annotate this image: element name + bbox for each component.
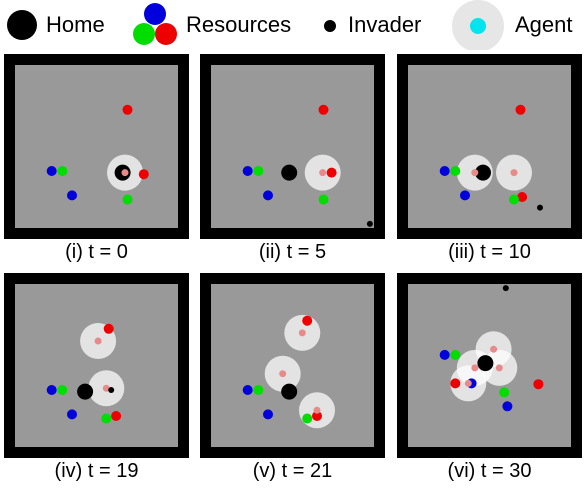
resource-red <box>103 323 114 334</box>
resource-red <box>302 315 313 326</box>
arena-field <box>15 284 178 447</box>
arena-panel <box>200 273 385 458</box>
home-marker <box>477 355 494 372</box>
resource-blue <box>263 190 273 201</box>
resource-blue <box>46 385 57 395</box>
resource-green <box>509 194 519 205</box>
home-marker <box>281 164 298 181</box>
panel-caption: (ii) t = 5 <box>258 241 327 263</box>
resource-red <box>517 192 528 202</box>
resource-red <box>122 104 133 115</box>
resource-blue <box>263 409 273 420</box>
invader-marker <box>366 220 373 227</box>
agent-core <box>121 169 129 177</box>
resource-green <box>318 194 329 205</box>
agent-core <box>464 379 472 387</box>
resource-red <box>326 167 337 178</box>
agent-core <box>471 364 479 372</box>
resource-red <box>138 169 149 180</box>
home-label: Home <box>46 12 105 37</box>
agent-core <box>298 329 306 337</box>
agent-core <box>490 345 498 353</box>
arena-svg <box>397 273 582 458</box>
agent-core <box>313 406 321 414</box>
resource-red <box>515 104 526 115</box>
resource-blue <box>242 385 253 395</box>
resource-green-icon <box>133 23 155 45</box>
invader-label: Invader <box>348 12 422 37</box>
resource-green <box>450 349 461 360</box>
arena-svg <box>397 54 582 239</box>
agent-core <box>495 364 503 372</box>
home-marker <box>281 383 298 400</box>
home-icon <box>7 10 37 40</box>
agent-core <box>279 370 287 378</box>
resource-green <box>253 385 264 395</box>
resource-red-icon <box>155 23 177 45</box>
resource-blue <box>67 190 77 201</box>
resource-green <box>302 413 313 424</box>
resource-green <box>253 166 264 176</box>
invader-marker <box>537 204 543 211</box>
agent-label: Agent <box>515 12 573 37</box>
agent-core <box>94 337 102 345</box>
panel-caption: (i) t = 0 <box>65 241 128 263</box>
panel-caption: (v) t = 21 <box>252 460 333 482</box>
arena-svg <box>200 54 385 239</box>
resource-blue-icon <box>144 3 166 25</box>
invader-icon <box>324 20 336 32</box>
resource-blue <box>439 349 450 360</box>
resource-red <box>312 411 322 421</box>
resource-green <box>57 166 68 176</box>
arena-field <box>408 65 571 228</box>
home-marker <box>475 164 491 181</box>
arena-panel <box>4 54 189 239</box>
resource-red <box>318 104 329 115</box>
legend-graphics <box>7 0 504 50</box>
agent-core <box>102 384 110 392</box>
resource-blue <box>439 166 450 176</box>
arena-panel <box>200 54 385 239</box>
resource-blue <box>242 166 253 176</box>
panel-caption: (vi) t = 30 <box>447 460 532 482</box>
resource-blue <box>460 190 470 201</box>
resource-red <box>111 411 122 421</box>
legend: Home Resources Invader Agent <box>0 0 585 50</box>
home-marker <box>77 383 94 400</box>
arena-svg <box>200 273 385 458</box>
agent-core <box>319 169 327 177</box>
resource-green <box>499 387 510 398</box>
resource-green <box>122 194 133 205</box>
arena-field <box>211 65 374 228</box>
invader-marker <box>502 285 509 292</box>
resource-red <box>450 378 461 389</box>
agent-core-icon <box>470 18 486 34</box>
arena-panel <box>397 54 582 239</box>
arena-panel <box>397 273 582 458</box>
invader-marker <box>108 387 115 393</box>
arena-panel <box>4 273 189 458</box>
resources-label: Resources <box>186 12 292 37</box>
arena-svg <box>4 54 189 239</box>
agent-core <box>510 169 518 177</box>
panel-caption: (iii) t = 10 <box>448 241 531 263</box>
resource-blue <box>46 166 57 176</box>
resource-green <box>450 166 461 176</box>
resource-blue <box>502 401 513 412</box>
agent-core <box>471 169 479 177</box>
resource-green <box>101 413 112 424</box>
resource-green <box>57 385 68 395</box>
arena-svg <box>4 273 189 458</box>
resource-blue <box>67 409 77 420</box>
arena-field <box>15 65 178 228</box>
resource-red <box>533 379 544 390</box>
panel-caption: (iv) t = 19 <box>54 460 139 482</box>
